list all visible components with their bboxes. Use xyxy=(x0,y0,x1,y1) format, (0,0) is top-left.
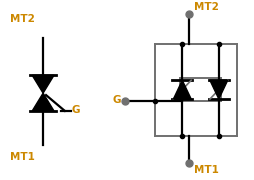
Text: MT2: MT2 xyxy=(193,2,218,12)
Text: MT1: MT1 xyxy=(193,165,218,175)
Text: G: G xyxy=(112,95,121,105)
Polygon shape xyxy=(32,93,54,111)
Polygon shape xyxy=(173,80,190,99)
Polygon shape xyxy=(32,75,54,93)
Text: MT1: MT1 xyxy=(9,152,34,162)
Polygon shape xyxy=(209,80,227,99)
Text: G: G xyxy=(71,105,80,115)
Text: MT2: MT2 xyxy=(9,14,34,24)
